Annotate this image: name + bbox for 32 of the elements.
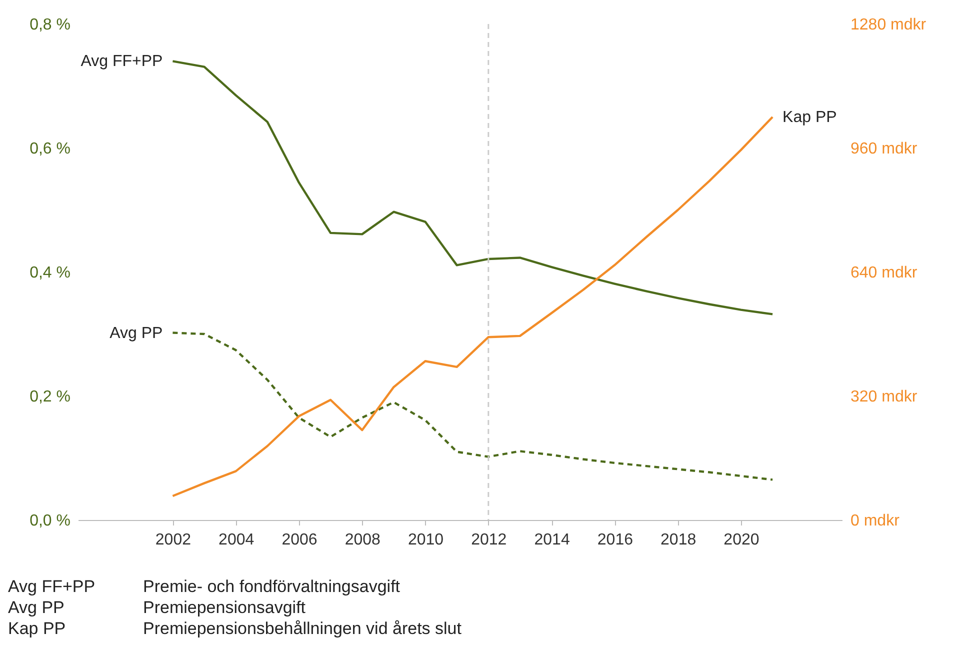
text: Kap PP bbox=[8, 618, 67, 639]
y2-tick-label: 640 mdkr bbox=[850, 264, 918, 282]
x-tick-label: 2020 bbox=[724, 532, 760, 548]
y2-tick-label: 1280 mdkr bbox=[850, 16, 927, 34]
line-series bbox=[172, 332, 774, 481]
y2-tick-label: 960 mdkr bbox=[850, 140, 918, 158]
series-label: Avg PP bbox=[110, 324, 163, 342]
x-tick-label: 2006 bbox=[282, 532, 318, 548]
text: Premiepensionsavgift bbox=[143, 597, 307, 618]
text: Avg PP bbox=[8, 597, 66, 618]
series-label: Kap PP bbox=[782, 109, 837, 126]
y-tick-label: 0,2 % bbox=[30, 388, 70, 406]
y2-tick-label: 320 mdkr bbox=[850, 388, 918, 406]
x-tick-label: 2002 bbox=[155, 532, 192, 548]
x-tick-label: 2008 bbox=[344, 532, 381, 548]
y-tick-label: 0,6 % bbox=[30, 140, 70, 158]
x-tick-label: 2004 bbox=[218, 532, 254, 548]
text: Premie- och fondförvaltningsavgift bbox=[143, 576, 402, 597]
series-label: Avg FF+PP bbox=[80, 53, 163, 70]
y2-tick-label: 0 mdkr bbox=[850, 512, 900, 530]
y-tick-label: 0,0 % bbox=[30, 512, 70, 530]
x-tick-label: 2012 bbox=[471, 532, 507, 548]
line-series bbox=[172, 60, 774, 316]
text: Premiepensionsbehållningen vid årets slut bbox=[143, 618, 462, 639]
x-tick-label: 2018 bbox=[660, 532, 696, 548]
x-tick-label: 2016 bbox=[597, 532, 634, 548]
y-tick-label: 0,8 % bbox=[30, 16, 70, 34]
text: Avg FF+PP bbox=[8, 576, 96, 597]
y-tick-label: 0,4 % bbox=[30, 264, 70, 282]
x-tick-label: 2014 bbox=[534, 532, 570, 548]
x-tick-label: 2010 bbox=[408, 532, 444, 548]
line-series bbox=[172, 116, 774, 498]
